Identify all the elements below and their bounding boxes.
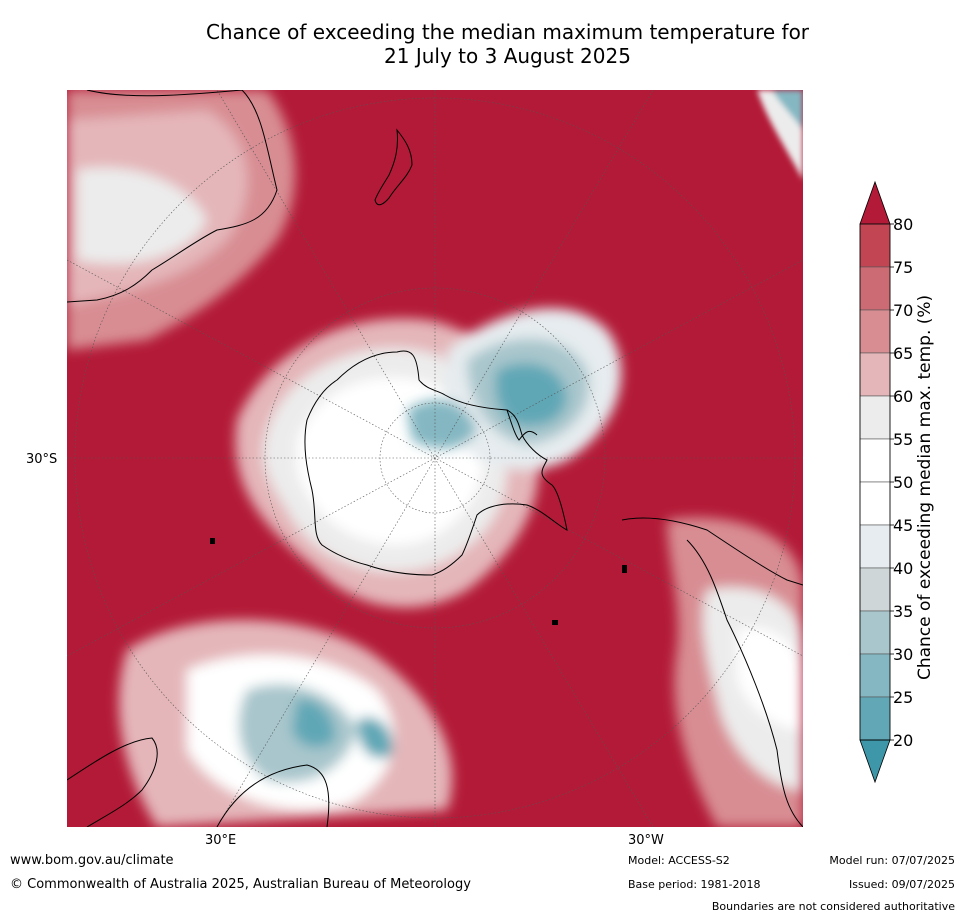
longitude-label-west: 30°W: [628, 833, 664, 848]
colorbar-band: [859, 223, 891, 268]
antarctica-coastline: [304, 350, 568, 576]
colorbar-extend-top: [859, 180, 891, 225]
colorbar-band: [859, 352, 891, 397]
longitude-label-east: 30°E: [205, 833, 237, 848]
probability-map: [67, 90, 803, 827]
colorbar-tick-label: 80: [893, 215, 913, 234]
cool-corner-top-right: [757, 90, 803, 180]
colorbar-title: Chance of exceeding median max. temp. (%…: [915, 294, 935, 680]
website-link[interactable]: www.bom.gov.au/climate: [10, 853, 174, 868]
graticule: [67, 90, 803, 827]
colorbar-tick-label: 35: [893, 602, 913, 621]
colorbar-tick-label: 65: [893, 344, 913, 363]
map-canvas: [67, 90, 803, 827]
colorbar-tick-label: 45: [893, 516, 913, 535]
colorbar-band: [859, 395, 891, 440]
colorbar-band: [859, 696, 891, 741]
africa-coastline: [67, 737, 158, 827]
colorbar-tick-label: 55: [893, 430, 913, 449]
mixed-region-bottom-left: [118, 620, 453, 827]
colorbar-band: [859, 567, 891, 612]
colorbar-band: [859, 481, 891, 526]
cool-region-weddell: [407, 308, 622, 470]
africa-east-coastline: [216, 764, 330, 827]
colorbar-tick-label: 20: [893, 731, 913, 750]
colorbar-tick-label: 75: [893, 258, 913, 277]
issued-label: Issued: 09/07/2025: [848, 878, 955, 891]
title-line-1: Chance of exceeding the median maximum t…: [205, 20, 810, 44]
colorbar-band: [859, 524, 891, 569]
new-zealand-coastline: [374, 128, 413, 206]
colorbar-tick-label: 70: [893, 301, 913, 320]
australia-coastline: [67, 90, 278, 303]
model-run-label: Model run: 07/07/2025: [829, 854, 955, 867]
small-islands: [210, 538, 627, 625]
colorbar-band: [859, 438, 891, 483]
mixed-region-bottom-right: [667, 517, 803, 827]
model-label: Model: ACCESS-S2: [628, 854, 730, 867]
colorbar-tick-label: 40: [893, 559, 913, 578]
copyright-text: © Commonwealth of Australia 2025, Austra…: [10, 877, 471, 892]
colorbar-extend-bottom: [859, 739, 891, 784]
peninsula-coastline: [506, 409, 538, 441]
disclaimer-text: Boundaries are not considered authoritat…: [711, 900, 955, 913]
coastlines: [67, 90, 803, 827]
map-title: Chance of exceeding the median maximum t…: [60, 20, 955, 68]
colorbar-band: [859, 266, 891, 311]
colorbar-tick-label: 60: [893, 387, 913, 406]
colorbar-tick-label: 50: [893, 473, 913, 492]
light-region-top-left: [67, 90, 296, 350]
colorbar-band: [859, 653, 891, 698]
colorbar-graphic: 80 75 70 65 60 55 50 45 40 35 30 25 20: [859, 180, 913, 784]
colorbar-tick-label: 30: [893, 645, 913, 664]
colorbar-tick-label: 25: [893, 688, 913, 707]
latitude-label: 30°S: [26, 452, 58, 467]
colorbar: 80 75 70 65 60 55 50 45 40 35 30 25 20: [855, 180, 965, 790]
base-period-label: Base period: 1981-2018: [628, 878, 761, 891]
south-america-coastline: [621, 517, 803, 827]
colorbar-band: [859, 610, 891, 655]
title-line-2: 21 July to 3 August 2025: [384, 44, 631, 68]
colorbar-band: [859, 309, 891, 354]
